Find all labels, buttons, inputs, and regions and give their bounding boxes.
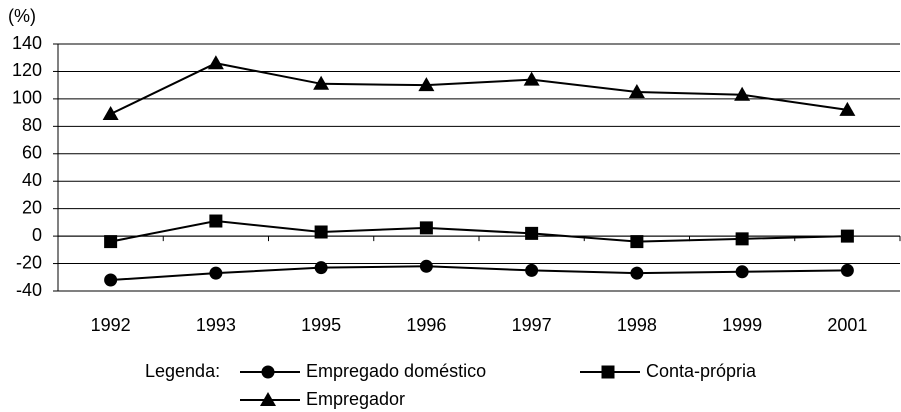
marker xyxy=(261,365,275,379)
x-tick-label: 1997 xyxy=(512,315,552,335)
y-tick-label: 20 xyxy=(22,197,42,217)
marker xyxy=(734,86,751,101)
series-line xyxy=(110,265,848,282)
marker xyxy=(630,266,644,280)
marker xyxy=(630,235,644,249)
legend-label: Empregado doméstico xyxy=(306,361,486,381)
series-line xyxy=(110,220,848,243)
marker xyxy=(840,263,854,277)
legend-label: Empregador xyxy=(306,389,405,409)
x-tick-label: 1992 xyxy=(91,315,131,335)
y-tick-label: 120 xyxy=(12,60,42,80)
marker xyxy=(840,229,854,243)
marker xyxy=(260,392,276,406)
x-tick-label: 1998 xyxy=(617,315,657,335)
y-tick-label: -40 xyxy=(16,280,42,300)
marker xyxy=(839,101,856,116)
y-tick-label: 80 xyxy=(22,115,42,135)
marker xyxy=(313,75,330,90)
marker xyxy=(601,365,615,379)
marker xyxy=(102,105,119,120)
marker xyxy=(209,266,223,280)
x-tick-label: 1993 xyxy=(196,315,236,335)
marker xyxy=(418,77,435,92)
marker xyxy=(314,261,328,275)
marker xyxy=(735,232,749,246)
marker xyxy=(525,263,539,277)
y-tick-label: 140 xyxy=(12,33,42,53)
y-tick-label: 40 xyxy=(22,170,42,190)
x-tick-label: 1999 xyxy=(722,315,762,335)
x-tick-label: 1996 xyxy=(406,315,446,335)
y-tick-label: 60 xyxy=(22,143,42,163)
legend-title: Legenda: xyxy=(145,361,220,381)
marker xyxy=(104,273,118,287)
x-tick-label: 1995 xyxy=(301,315,341,335)
marker xyxy=(314,225,328,239)
marker xyxy=(209,214,223,228)
marker xyxy=(419,259,433,273)
y-tick-label: 100 xyxy=(12,88,42,108)
series-line xyxy=(110,62,848,115)
x-tick-label: 2001 xyxy=(827,315,867,335)
y-tick-label: -20 xyxy=(16,252,42,272)
marker xyxy=(104,235,118,249)
marker xyxy=(628,84,645,99)
legend-label: Conta-própria xyxy=(646,361,757,381)
y-axis-label: (%) xyxy=(8,6,36,26)
marker xyxy=(419,221,433,235)
marker xyxy=(207,55,224,70)
marker xyxy=(735,265,749,279)
marker xyxy=(523,71,540,86)
marker xyxy=(525,226,539,240)
y-tick-label: 0 xyxy=(32,225,42,245)
